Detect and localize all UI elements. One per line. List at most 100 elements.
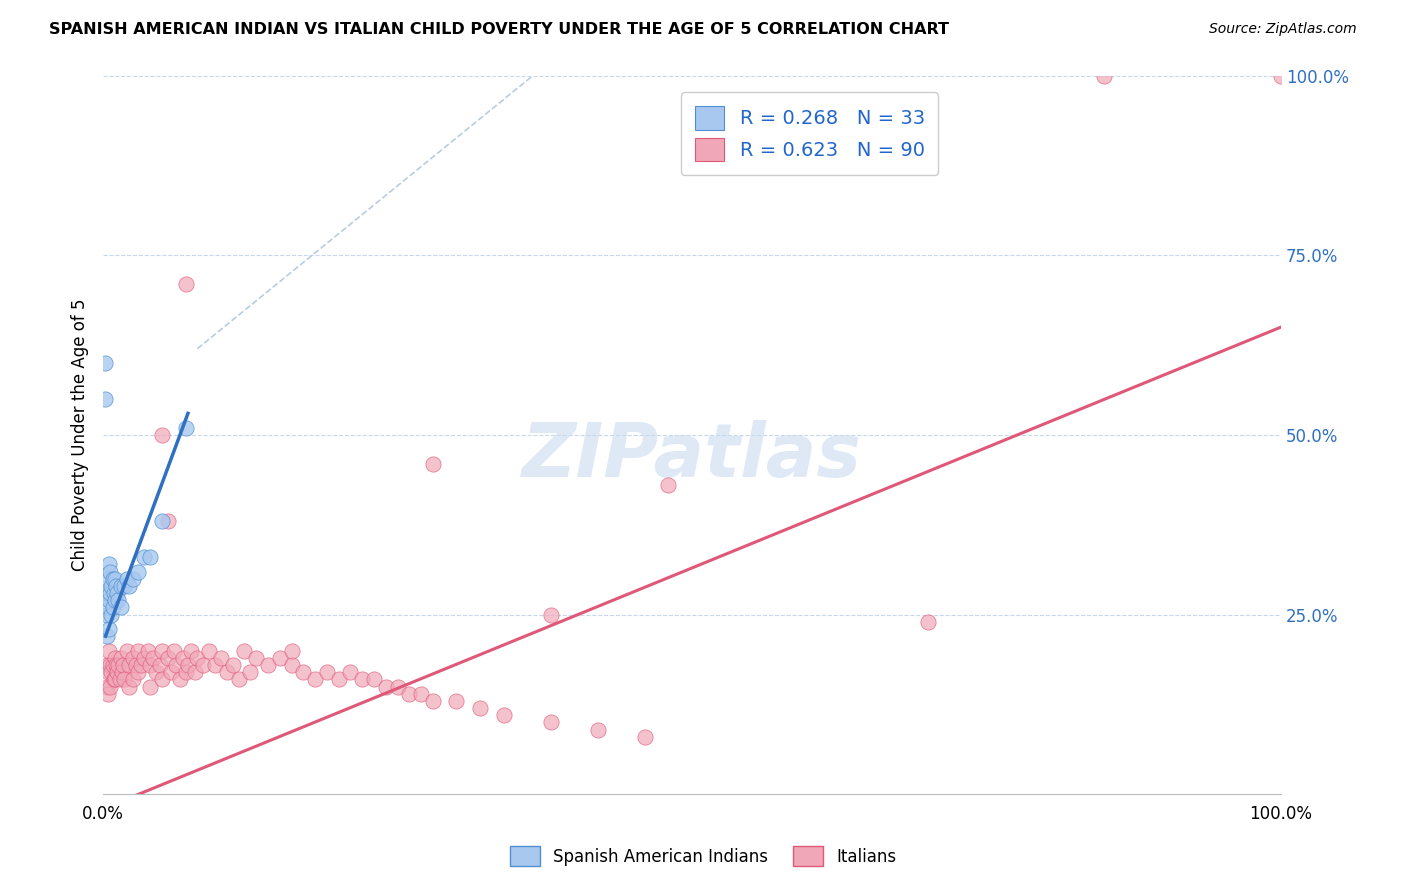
Point	[169, 673, 191, 687]
Point	[104, 572, 127, 586]
Point	[105, 586, 128, 600]
Point	[204, 657, 226, 672]
Point	[352, 673, 374, 687]
Point	[468, 701, 491, 715]
Point	[101, 600, 124, 615]
Point	[150, 673, 173, 687]
Point	[98, 680, 121, 694]
Point	[422, 694, 444, 708]
Point	[127, 643, 149, 657]
Point	[228, 673, 250, 687]
Point	[180, 643, 202, 657]
Point	[1092, 69, 1115, 83]
Point	[316, 665, 339, 680]
Point	[112, 657, 135, 672]
Point	[110, 600, 132, 615]
Point	[118, 579, 141, 593]
Point	[540, 715, 562, 730]
Point	[104, 650, 127, 665]
Point	[139, 680, 162, 694]
Legend: R = 0.268   N = 33, R = 0.623   N = 90: R = 0.268 N = 33, R = 0.623 N = 90	[682, 93, 938, 175]
Point	[98, 643, 121, 657]
Point	[100, 665, 122, 680]
Point	[374, 680, 396, 694]
Point	[304, 673, 326, 687]
Point	[233, 643, 256, 657]
Y-axis label: Child Poverty Under the Age of 5: Child Poverty Under the Age of 5	[72, 299, 89, 571]
Point	[163, 643, 186, 657]
Point	[101, 572, 124, 586]
Point	[172, 650, 194, 665]
Point	[150, 514, 173, 528]
Point	[139, 550, 162, 565]
Point	[177, 657, 200, 672]
Point	[111, 665, 134, 680]
Point	[107, 593, 129, 607]
Point	[339, 665, 361, 680]
Point	[101, 657, 124, 672]
Point	[136, 643, 159, 657]
Point	[121, 650, 143, 665]
Point	[94, 392, 117, 406]
Point	[96, 586, 118, 600]
Point	[149, 657, 172, 672]
Point	[96, 680, 118, 694]
Point	[280, 643, 302, 657]
Text: ZIPatlas: ZIPatlas	[522, 420, 862, 493]
Point	[165, 657, 187, 672]
Point	[112, 673, 135, 687]
Point	[145, 665, 167, 680]
Point	[186, 650, 208, 665]
Point	[98, 593, 121, 607]
Point	[115, 572, 138, 586]
Point	[184, 665, 207, 680]
Point	[134, 650, 156, 665]
Point	[94, 356, 117, 370]
Point	[108, 673, 131, 687]
Point	[104, 593, 127, 607]
Point	[239, 665, 262, 680]
Point	[110, 579, 132, 593]
Point	[97, 572, 120, 586]
Point	[98, 586, 121, 600]
Text: SPANISH AMERICAN INDIAN VS ITALIAN CHILD POVERTY UNDER THE AGE OF 5 CORRELATION : SPANISH AMERICAN INDIAN VS ITALIAN CHILD…	[49, 22, 949, 37]
Point	[411, 687, 433, 701]
Point	[142, 650, 165, 665]
Point	[193, 657, 215, 672]
Point	[127, 565, 149, 579]
Point	[156, 514, 179, 528]
Point	[103, 586, 125, 600]
Point	[398, 687, 420, 701]
Text: Source: ZipAtlas.com: Source: ZipAtlas.com	[1209, 22, 1357, 37]
Point	[96, 657, 118, 672]
Point	[150, 428, 173, 442]
Point	[98, 558, 121, 572]
Point	[634, 730, 657, 744]
Point	[586, 723, 609, 737]
Point	[174, 665, 197, 680]
Point	[100, 579, 122, 593]
Point	[540, 607, 562, 622]
Point	[292, 665, 315, 680]
Point	[446, 694, 468, 708]
Point	[257, 657, 280, 672]
Point	[363, 673, 385, 687]
Point	[118, 657, 141, 672]
Point	[221, 657, 243, 672]
Point	[96, 629, 118, 643]
Point	[127, 665, 149, 680]
Point	[328, 673, 350, 687]
Point	[129, 657, 152, 672]
Point	[105, 579, 128, 593]
Point	[96, 607, 118, 622]
Point	[98, 657, 121, 672]
Point	[139, 657, 162, 672]
Point	[387, 680, 409, 694]
Point	[245, 650, 267, 665]
Point	[215, 665, 238, 680]
Point	[174, 277, 197, 291]
Point	[98, 622, 121, 636]
Point	[1270, 69, 1292, 83]
Point	[112, 579, 135, 593]
Point	[422, 457, 444, 471]
